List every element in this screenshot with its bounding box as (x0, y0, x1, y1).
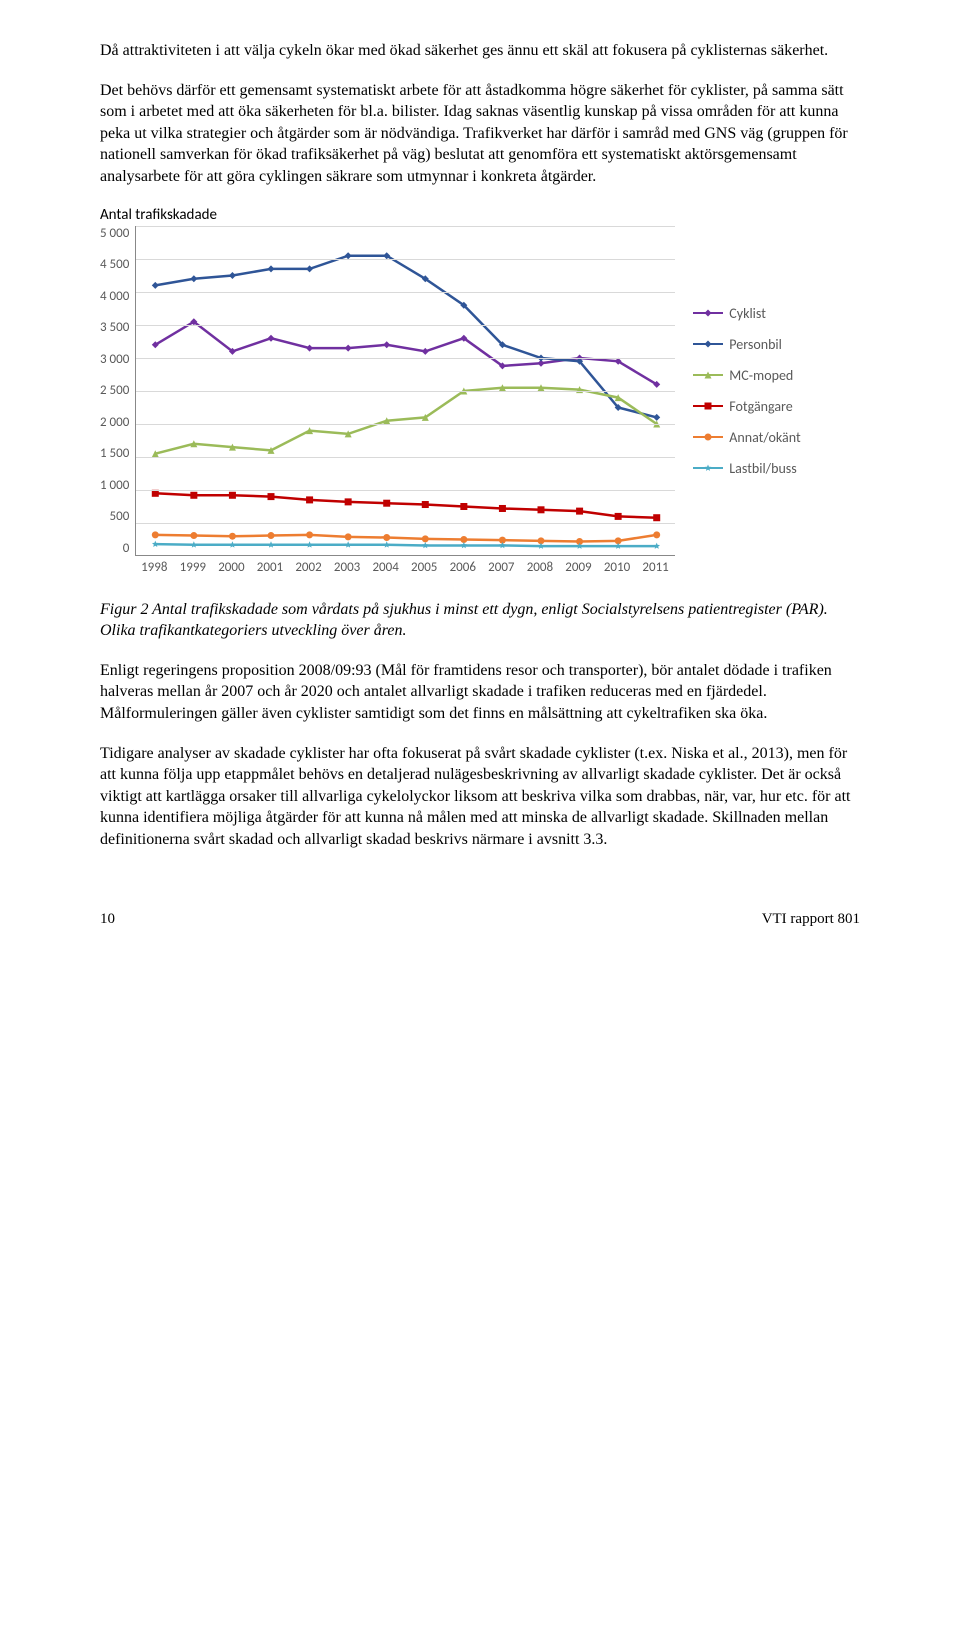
y-tick-label: 500 (110, 509, 130, 524)
grid-line (136, 391, 675, 392)
grid-line (136, 424, 675, 425)
x-tick-label: 2008 (521, 560, 560, 575)
y-tick-label: 5 000 (100, 226, 129, 241)
y-tick-label: 4 500 (100, 257, 129, 272)
paragraph-1: Då attraktiviteten i att välja cykeln ök… (100, 40, 860, 62)
y-tick-label: 2 500 (100, 383, 129, 398)
legend-label: MC-moped (729, 367, 793, 384)
y-tick-label: 3 500 (100, 320, 129, 335)
x-tick-label: 2001 (251, 560, 290, 575)
legend-item: Personbil (693, 336, 800, 353)
x-tick-label: 1999 (174, 560, 213, 575)
chart-area: 5 000 4 500 4 000 3 500 3 000 2 500 2 000 1 500… (100, 226, 675, 575)
x-tick-label: 1998 (135, 560, 174, 575)
y-tick-label: 4 000 (100, 289, 129, 304)
x-tick-label: 2007 (482, 560, 521, 575)
chart-plot (135, 226, 675, 556)
legend-label: Annat/okänt (729, 429, 800, 446)
report-label: VTI rapport 801 (762, 911, 860, 928)
x-tick-label: 2009 (559, 560, 598, 575)
x-tick-label: 2011 (636, 560, 675, 575)
legend-item: Fotgängare (693, 398, 800, 415)
grid-line (136, 259, 675, 260)
y-tick-label: 1 500 (100, 446, 129, 461)
grid-line (136, 292, 675, 293)
paragraph-4: Tidigare analyser av skadade cyklister h… (100, 743, 860, 851)
grid-line (136, 457, 675, 458)
page-number: 10 (100, 911, 115, 928)
chart-legend: Cyklist Personbil MC-moped Fotgängare Annat/… (675, 226, 800, 556)
y-tick-label: 3 000 (100, 352, 129, 367)
legend-item: MC-moped (693, 367, 800, 384)
legend-swatch-icon (693, 461, 723, 475)
legend-label: Cyklist (729, 305, 766, 322)
legend-swatch-icon (693, 399, 723, 413)
legend-item: Lastbil/buss (693, 460, 800, 477)
chart-title: Antal trafikskadade (100, 206, 860, 224)
grid-line (136, 523, 675, 524)
grid-line (136, 226, 675, 227)
x-tick-label: 2005 (405, 560, 444, 575)
x-tick-label: 2006 (444, 560, 483, 575)
legend-item: Cyklist (693, 305, 800, 322)
page-footer: 10 VTI rapport 801 (100, 911, 860, 928)
legend-item: Annat/okänt (693, 429, 800, 446)
legend-label: Lastbil/buss (729, 460, 796, 477)
legend-label: Fotgängare (729, 398, 792, 415)
figure-caption: Figur 2 Antal trafikskadade som vårdats … (100, 599, 860, 642)
legend-label: Personbil (729, 336, 782, 353)
x-tick-label: 2004 (366, 560, 405, 575)
x-tick-label: 2000 (212, 560, 251, 575)
x-axis-labels: 1998199920002001200220032004200520062007… (135, 556, 675, 575)
x-tick-label: 2002 (289, 560, 328, 575)
grid-line (136, 490, 675, 491)
legend-swatch-icon (693, 368, 723, 382)
grid-line (136, 358, 675, 359)
y-tick-label: 1 000 (100, 478, 129, 493)
legend-swatch-icon (693, 337, 723, 351)
y-tick-label: 0 (123, 541, 130, 556)
x-tick-label: 2003 (328, 560, 367, 575)
paragraph-2: Det behövs därför ett gemensamt systemat… (100, 80, 860, 188)
chart: 5 000 4 500 4 000 3 500 3 000 2 500 2 000 1 500… (100, 226, 860, 575)
y-tick-label: 2 000 (100, 415, 129, 430)
legend-swatch-icon (693, 430, 723, 444)
x-tick-label: 2010 (598, 560, 637, 575)
legend-swatch-icon (693, 306, 723, 320)
paragraph-3: Enligt regeringens proposition 2008/09:9… (100, 660, 860, 725)
grid-line (136, 325, 675, 326)
y-axis-labels: 5 000 4 500 4 000 3 500 3 000 2 500 2 000 1 500… (100, 226, 135, 556)
